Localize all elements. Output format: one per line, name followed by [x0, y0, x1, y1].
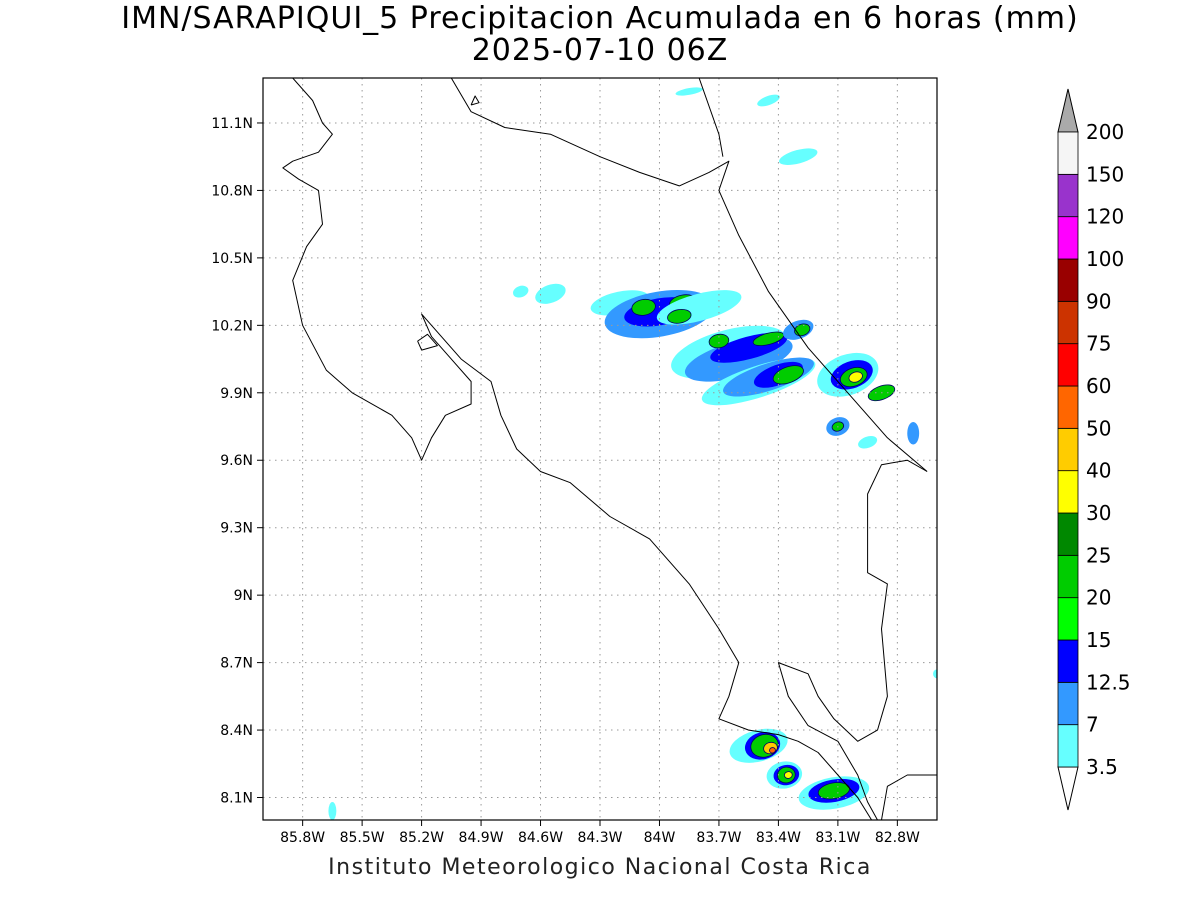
x-tick-label-9: 83.1W [815, 830, 860, 846]
y-axis-ticks: 8.1N 8.4N 8.7N 9N 9.3N 9.6N 9.9N 10.2N 10.5N 10.8… [211, 116, 263, 807]
x-tick-label-5: 84.3W [577, 830, 622, 846]
rain-cell-29 [757, 94, 780, 107]
precipitation-field [328, 87, 937, 820]
colorbar-label-1: 7 [1086, 713, 1099, 737]
coastline-4 [777, 459, 928, 820]
x-tick-label-3: 84.9W [459, 830, 504, 846]
colorbar-swatch-14 [1057, 131, 1079, 175]
x-tick-label-1: 85.5W [340, 830, 385, 846]
coastline-1 [417, 333, 438, 351]
colorbar-swatch-6 [1057, 470, 1079, 514]
y-tick-label-8: 10.5N [211, 251, 253, 267]
page-subtitle: 2025-07-10 06Z [471, 33, 729, 68]
x-tick-label-2: 85.2W [399, 830, 444, 846]
coastline-layer [282, 78, 937, 820]
colorbar-swatch-4 [1057, 554, 1079, 599]
colorbar-label-6: 30 [1086, 501, 1111, 525]
x-tick-label-0: 85.8W [280, 830, 325, 846]
coastline-2 [450, 78, 928, 472]
colorbar-swatch-9 [1057, 343, 1079, 387]
colorbar-label-8: 50 [1086, 416, 1111, 440]
colorbar-swatch-8 [1057, 385, 1079, 429]
colorbar-label-10: 75 [1086, 332, 1111, 356]
colorbar-swatch-3 [1057, 597, 1079, 641]
rain-cell-26 [907, 422, 920, 445]
colorbar-label-12: 100 [1086, 247, 1124, 271]
page-title: IMN/SARAPIQUI_5 Precipitacion Acumulada … [121, 1, 1079, 36]
coastline-3 [698, 78, 724, 157]
colorbar-swatch-10 [1057, 300, 1079, 345]
colorbar-swatch-0 [1057, 724, 1079, 768]
rain-cell-17 [794, 323, 811, 337]
y-tick-label-7: 10.2N [211, 318, 253, 334]
rain-cell-30 [675, 87, 703, 96]
rain-cell-15 [772, 365, 804, 385]
x-axis-ticks: 85.8W 85.5W 85.2W 84.9W 84.6W 84.3W 84W 83.7W 83… [280, 820, 920, 846]
y-tick-label-2: 8.7N [220, 656, 253, 672]
colorbar-swatch-1 [1057, 681, 1079, 726]
colorbar-label-13: 120 [1086, 205, 1124, 229]
rain-cell-36 [769, 747, 776, 754]
x-tick-label-4: 84.6W [518, 830, 563, 846]
rain-cell-25 [858, 435, 878, 449]
y-tick-label-10: 11.1N [211, 116, 253, 132]
colorbar-label-4: 20 [1086, 586, 1111, 610]
colorbar-label-0: 3.5 [1086, 755, 1118, 779]
x-tick-label-10: 82.8W [875, 830, 920, 846]
rain-cell-31 [779, 148, 818, 165]
colorbar-under-arrow [1057, 766, 1079, 811]
rain-cell-45 [328, 802, 337, 820]
colorbar-swatch-5 [1057, 512, 1079, 556]
x-tick-label-8: 83.4W [756, 830, 801, 846]
rain-cell-27 [535, 283, 566, 304]
colorbar-label-3: 15 [1086, 628, 1111, 652]
y-tick-label-9: 10.8N [211, 183, 253, 199]
colorbar-swatch-2 [1057, 639, 1079, 683]
colorbar-label-9: 60 [1086, 374, 1111, 398]
colorbar-label-15: 200 [1086, 120, 1124, 144]
lat-lon-grid [263, 78, 937, 820]
colorbar: 3.5 7 12.5 15 20 25 30 40 50 60 75 90 100 120 150 200 [1057, 88, 1131, 811]
coastline-5 [881, 774, 937, 820]
rain-cell-6 [667, 308, 692, 324]
colorbar-label-5: 25 [1086, 543, 1111, 567]
rain-cell-10 [708, 333, 730, 349]
y-tick-label-6: 9.9N [220, 386, 253, 402]
coastline-0 [282, 78, 873, 820]
y-tick-label-4: 9.3N [220, 521, 253, 537]
page-footer: Instituto Meteorologico Nacional Costa R… [328, 855, 872, 880]
y-tick-label-0: 8.1N [220, 791, 253, 807]
rain-cell-3 [631, 298, 656, 316]
rain-cell-44 [933, 669, 937, 679]
rain-cell-40 [783, 771, 793, 779]
y-tick-label-1: 8.4N [220, 723, 253, 739]
colorbar-over-arrow [1057, 88, 1079, 133]
colorbar-swatch-12 [1057, 216, 1079, 260]
y-tick-label-3: 9N [234, 588, 253, 604]
colorbar-swatch-11 [1057, 258, 1079, 302]
colorbar-label-7: 40 [1086, 459, 1111, 483]
rain-cell-28 [513, 285, 529, 298]
colorbar-swatch-7 [1057, 427, 1079, 472]
colorbar-label-2: 12.5 [1086, 670, 1131, 694]
coastline-6 [470, 95, 480, 106]
x-tick-label-6: 84W [644, 830, 676, 846]
y-tick-label-5: 9.6N [220, 453, 253, 469]
rain-cell-21 [848, 371, 863, 383]
colorbar-swatch-13 [1057, 173, 1079, 218]
colorbar-label-14: 150 [1086, 162, 1124, 186]
colorbar-label-11: 90 [1086, 289, 1111, 313]
x-tick-label-7: 83.7W [696, 830, 741, 846]
